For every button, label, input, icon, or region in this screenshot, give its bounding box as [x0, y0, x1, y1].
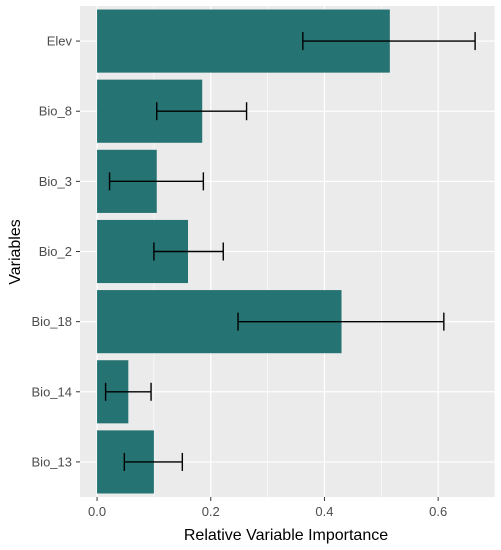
error-bar-elev [302, 32, 476, 51]
y-tick-label: Bio_2 [39, 244, 72, 259]
error-bar-bio-14 [104, 382, 152, 401]
error-bar-bio-3 [108, 172, 205, 191]
error-bar-bio-2 [153, 242, 224, 261]
error-bar-bio-8 [156, 102, 248, 121]
y-tick-label: Bio_3 [39, 174, 72, 189]
x-tick-label: 0.6 [429, 504, 447, 519]
x-tick-label: 0.0 [88, 504, 106, 519]
x-tick-label: 0.4 [315, 504, 333, 519]
x-axis-title: Relative Variable Importance [184, 527, 388, 544]
x-tick-label: 0.2 [202, 504, 220, 519]
error-bar-bio-18 [237, 312, 445, 331]
y-axis-title: Variables [7, 219, 24, 285]
bars [97, 9, 390, 494]
x-axis-ticks: 0.0 0.2 0.4 0.6 [88, 497, 447, 519]
y-tick-label: Bio_13 [32, 454, 72, 469]
y-tick-label: Bio_18 [32, 314, 72, 329]
error-bar-bio-13 [123, 452, 184, 471]
y-axis-ticks: Elev Bio_8 Bio_3 Bio_2 Bio_18 Bio_14 Bio_13 [32, 34, 80, 469]
y-tick-label: Elev [47, 34, 73, 49]
y-tick-label: Bio_14 [32, 384, 72, 399]
y-tick-label: Bio_8 [39, 104, 72, 119]
error-bars [104, 32, 476, 471]
